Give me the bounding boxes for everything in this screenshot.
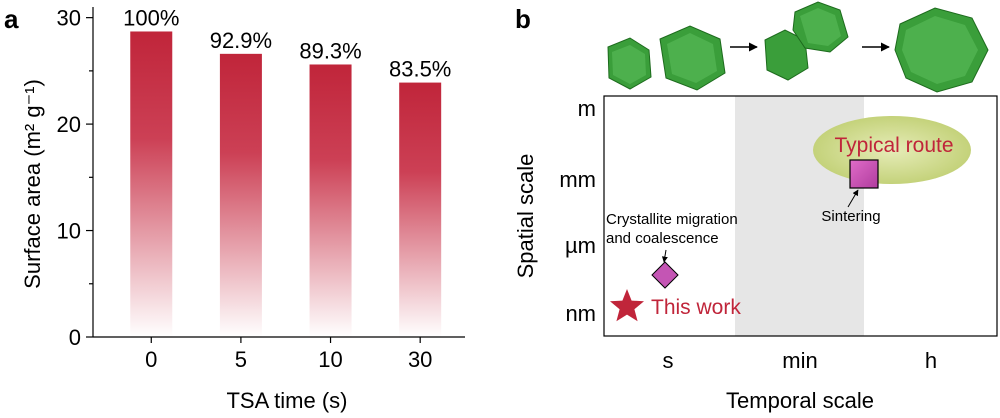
bar-data-label: 92.9% [210,28,272,53]
cmc-label-line2: and coalescence [606,230,719,247]
y-axis-label: Surface area (m² g⁻¹) [20,79,45,289]
x-tick-label: 0 [145,347,157,372]
sintering-square-marker [849,159,879,189]
panel-label-a: a [4,4,19,34]
bar [219,53,262,337]
y-axis-label-b: Spatial scale [513,154,538,279]
sintering-label: Sintering [821,208,880,225]
bar [130,31,173,337]
bar [309,64,352,337]
this-work-label: This work [651,296,741,319]
y-tick-label: 10 [57,219,81,244]
data-labels-group: 100% 92.9% 89.3% 83.5% [123,5,451,81]
bar-data-label: 100% [123,5,179,30]
y-tick-label: 0 [69,325,81,350]
particle-merging [764,1,849,81]
x-axis-label: TSA time (s) [226,388,347,413]
x-tick-label: 5 [235,347,247,372]
particle-large-left [659,25,726,91]
cmc-diamond-marker [651,261,679,289]
bar-data-label: 89.3% [299,38,361,63]
x-category-label: min [782,348,817,373]
y-tick-label: 30 [57,6,81,31]
typical-route-label: Typical route [834,134,953,157]
bar-data-label: 83.5% [389,57,451,82]
x-ticks-group: 0 5 10 30 [145,337,432,372]
cmc-label-line1: Crystallite migration [606,211,738,228]
this-work-star-icon [610,289,644,322]
particle-illustration [607,1,989,93]
x-category-label: h [925,348,937,373]
x-category-label: s [663,348,674,373]
y-category-label: µm [565,233,596,258]
plot-frame [603,95,998,337]
bar-chart: 100% 92.9% 89.3% 83.5% 0 10 20 30 0 5 10 30 TSA t… [20,5,465,413]
bars-group [130,31,442,337]
bar [399,82,442,337]
panel-label-b: b [515,4,531,34]
y-category-label: mm [559,167,596,192]
y-tick-label: 20 [57,112,81,137]
cmc-arrow [661,249,668,263]
sintering-arrow [847,189,859,208]
y-category-label: nm [565,301,596,326]
particle-small-left [607,37,652,90]
x-tick-label: 10 [318,347,342,372]
x-axis-label-b: Temporal scale [726,388,874,413]
x-categories-group: s min h [663,348,938,373]
y-ticks-group: 0 10 20 30 [57,6,93,350]
x-tick-label: 30 [408,347,432,372]
particle-sintered [894,7,989,93]
y-category-label: m [578,96,596,121]
